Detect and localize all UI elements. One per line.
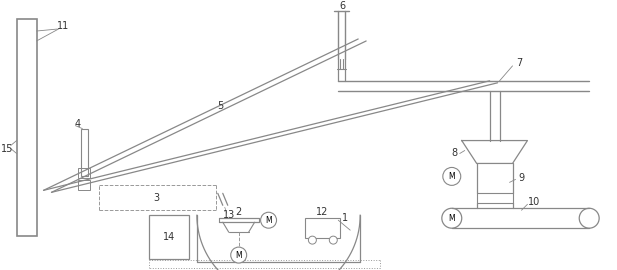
Text: 9: 9 bbox=[518, 173, 524, 183]
Text: 5: 5 bbox=[218, 101, 224, 111]
Text: 13: 13 bbox=[223, 210, 235, 220]
Circle shape bbox=[443, 167, 461, 185]
Text: M: M bbox=[235, 251, 242, 259]
Text: 1: 1 bbox=[342, 213, 349, 223]
Text: 6: 6 bbox=[339, 1, 346, 11]
Bar bbox=[17, 19, 36, 236]
Circle shape bbox=[579, 208, 599, 228]
Text: M: M bbox=[449, 214, 455, 223]
Circle shape bbox=[329, 236, 337, 244]
Bar bbox=[305, 218, 340, 238]
Text: 14: 14 bbox=[163, 232, 175, 242]
Text: M: M bbox=[449, 172, 455, 181]
Bar bbox=[477, 193, 513, 203]
Text: 10: 10 bbox=[528, 197, 540, 207]
Bar bbox=[149, 215, 189, 259]
Text: 12: 12 bbox=[316, 207, 328, 217]
Circle shape bbox=[442, 208, 462, 228]
Text: M: M bbox=[265, 216, 272, 225]
Text: 2: 2 bbox=[236, 207, 242, 217]
Bar bbox=[81, 129, 88, 176]
Bar bbox=[78, 180, 90, 190]
Text: 11: 11 bbox=[57, 21, 70, 31]
Text: 15: 15 bbox=[1, 144, 13, 154]
Circle shape bbox=[260, 212, 276, 228]
Circle shape bbox=[231, 247, 247, 263]
Text: 8: 8 bbox=[452, 147, 458, 157]
Circle shape bbox=[308, 236, 317, 244]
Text: 3: 3 bbox=[153, 193, 159, 203]
Text: 7: 7 bbox=[516, 58, 523, 68]
Text: 4: 4 bbox=[74, 119, 80, 129]
Bar bbox=[78, 168, 90, 178]
